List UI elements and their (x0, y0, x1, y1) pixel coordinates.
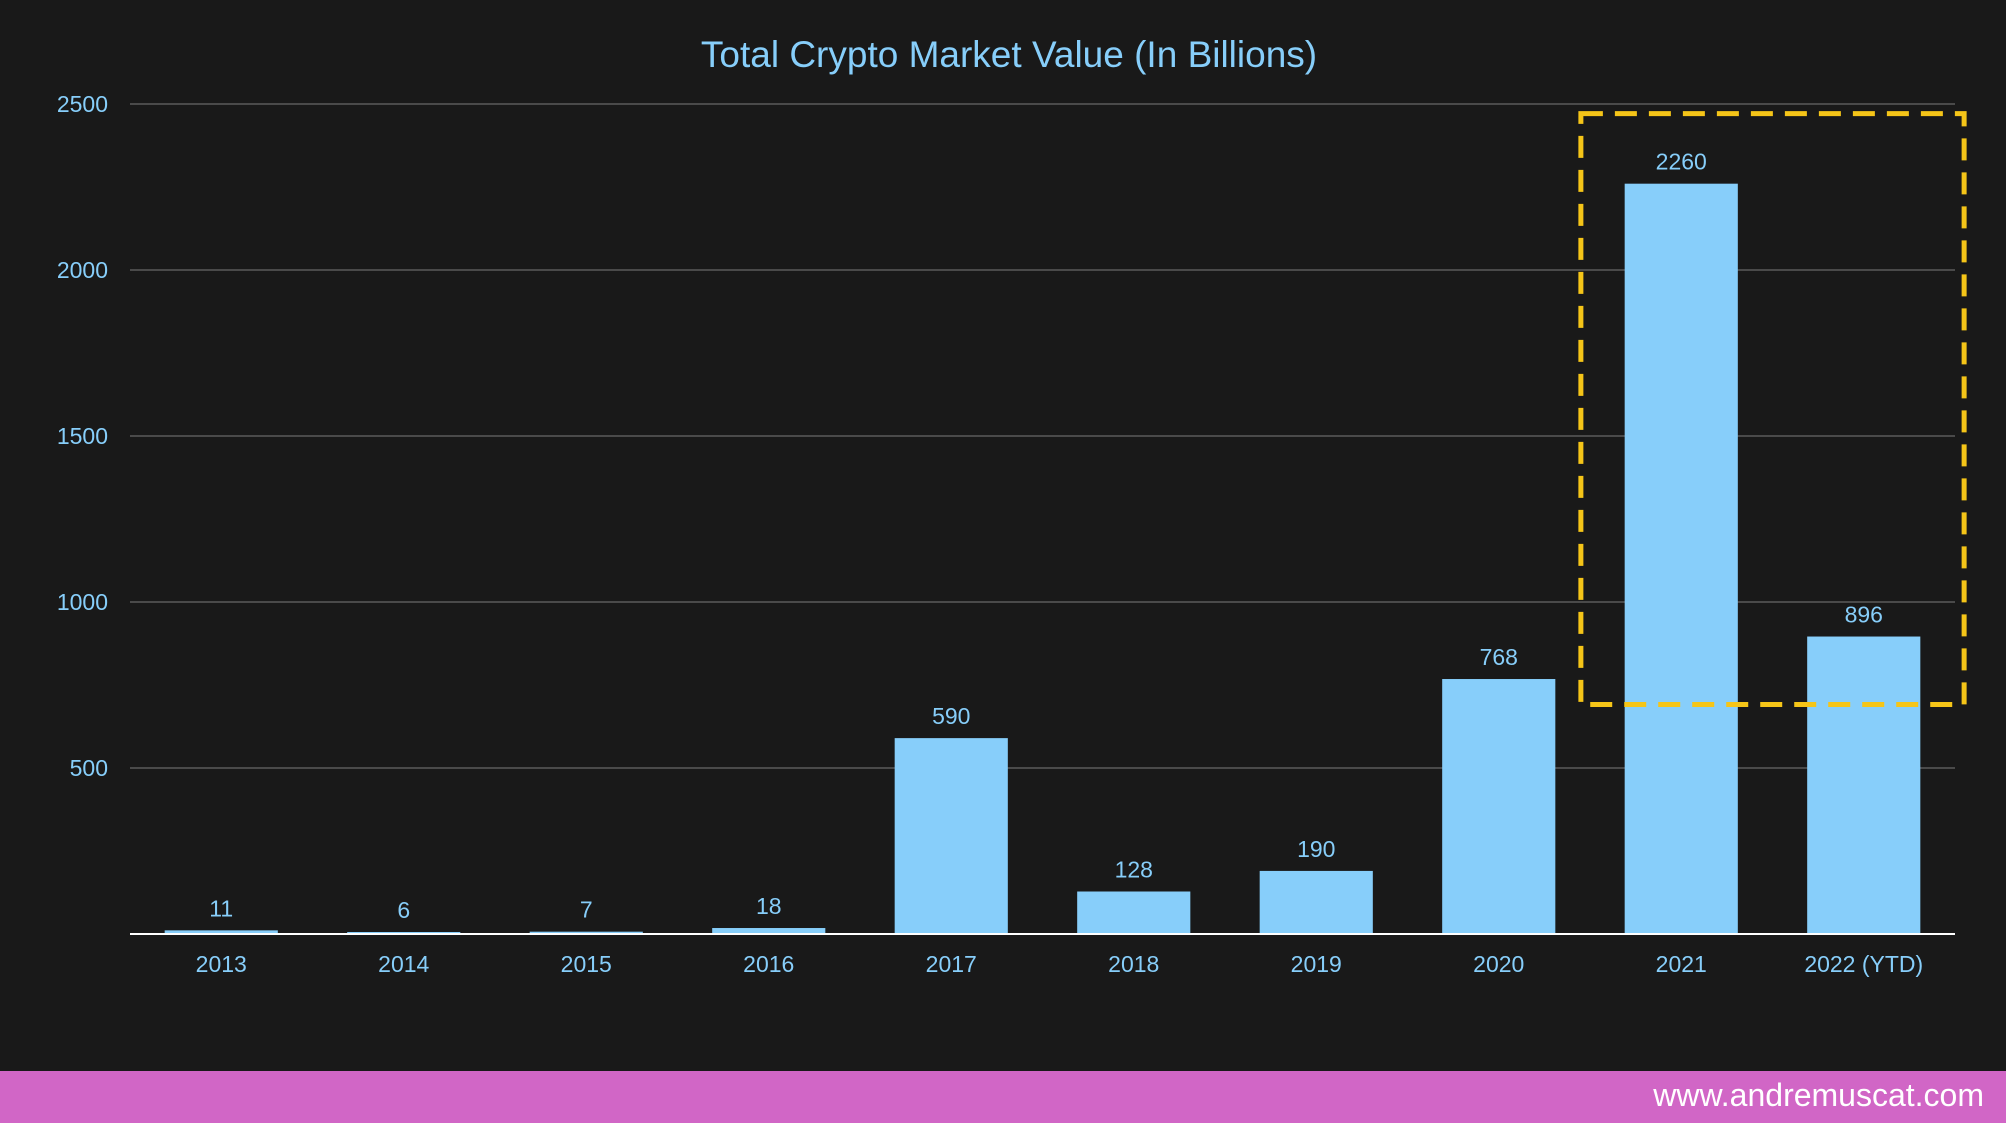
data-label: 590 (932, 703, 970, 729)
x-tick-label: 2017 (926, 951, 977, 977)
data-label: 896 (1845, 602, 1883, 628)
y-tick-label: 2500 (57, 91, 108, 117)
data-label: 2260 (1656, 149, 1707, 175)
y-tick-label: 1500 (57, 423, 108, 449)
x-tick-label: 2022 (YTD) (1804, 951, 1923, 977)
data-label: 18 (756, 893, 782, 919)
bar (1624, 183, 1738, 934)
x-tick-label: 2013 (196, 951, 247, 977)
footer-band: www.andremuscat.com (0, 1071, 2006, 1123)
highlight-box (1578, 111, 1967, 708)
x-tick-label: 2014 (378, 951, 429, 977)
bar (1807, 636, 1921, 934)
bar (1077, 891, 1191, 934)
y-tick-label: 500 (70, 755, 108, 781)
x-tick-label: 2015 (561, 951, 612, 977)
bar (529, 931, 643, 934)
bar (1442, 679, 1556, 934)
bar (712, 928, 826, 934)
bars (164, 183, 1921, 934)
y-axis-ticks: 500 1000 1500 2000 2500 (57, 91, 108, 781)
x-tick-label: 2020 (1473, 951, 1524, 977)
data-label: 768 (1480, 644, 1518, 670)
bar-chart: Total Crypto Market Value (In Billions) … (57, 34, 1967, 977)
x-axis-ticks: 2013 2014 2015 2016 2017 2018 2019 2020 2021 2022… (196, 951, 1924, 977)
footer-url: www.andremuscat.com (1653, 1077, 1984, 1113)
data-labels: 11 6 7 18 590 128 190 768 2260 896 (209, 149, 1883, 923)
y-tick-label: 2000 (57, 257, 108, 283)
x-tick-label: 2019 (1291, 951, 1342, 977)
x-tick-label: 2018 (1108, 951, 1159, 977)
bar (894, 738, 1008, 934)
data-label: 128 (1115, 857, 1153, 883)
bar (164, 930, 278, 934)
data-label: 11 (209, 895, 233, 921)
data-label: 7 (580, 897, 593, 923)
bar (1259, 870, 1373, 934)
x-tick-label: 2016 (743, 951, 794, 977)
data-label: 6 (397, 897, 410, 923)
data-label: 190 (1297, 836, 1335, 862)
x-tick-label: 2021 (1656, 951, 1707, 977)
chart-title: Total Crypto Market Value (In Billions) (701, 34, 1317, 75)
y-tick-label: 1000 (57, 589, 108, 615)
